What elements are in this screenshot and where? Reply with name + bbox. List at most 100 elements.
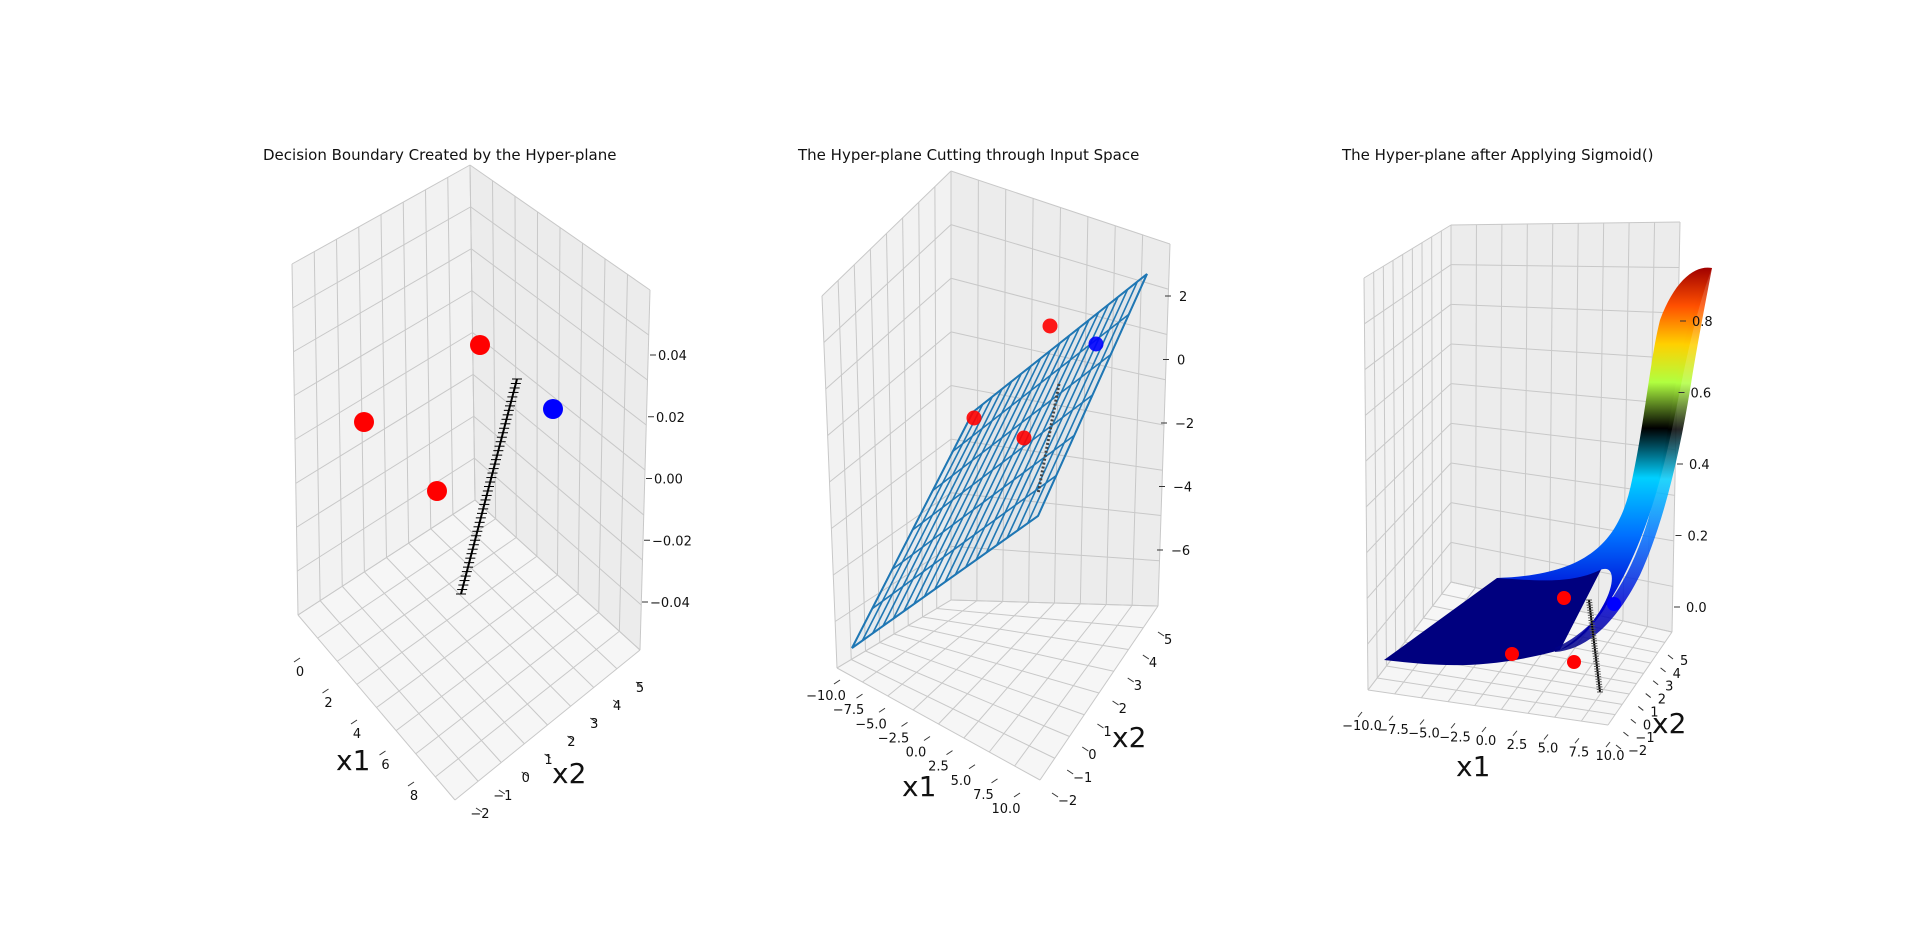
c1-gridline bbox=[474, 457, 642, 606]
c2-gridline bbox=[1039, 605, 1159, 781]
chart2-y-tick-mark bbox=[1082, 746, 1089, 752]
chart2-y-tick-label: 3 bbox=[1134, 679, 1142, 694]
chart2-x-tick-label: −7.5 bbox=[833, 703, 865, 718]
c3-gridline bbox=[1373, 272, 1378, 679]
chart2-x-tick-mark bbox=[946, 750, 953, 756]
chart1-y-tick-mark bbox=[521, 771, 528, 777]
chart1-title: Decision Boundary Created by the Hyper-p… bbox=[263, 146, 617, 164]
c1-gridline bbox=[296, 457, 475, 572]
chart3-x-tick-mark bbox=[1450, 722, 1456, 729]
chart1-y-tick-label: 4 bbox=[613, 699, 621, 714]
chart3-x-tick-mark bbox=[1543, 734, 1549, 740]
chart2-point bbox=[966, 410, 982, 426]
chart3-y-tick-mark bbox=[1637, 706, 1644, 711]
chart2-title: The Hyper-plane Cutting through Input Sp… bbox=[798, 146, 1140, 164]
c2-gridline bbox=[827, 331, 952, 436]
c3-gridline bbox=[1450, 422, 1676, 451]
c2-gridline bbox=[988, 604, 1107, 753]
c3-gridline bbox=[1524, 223, 1528, 599]
chart2-z-tick-label: −4 bbox=[1173, 481, 1192, 496]
chart1-x-tick-mark bbox=[379, 750, 386, 756]
chart3-y-tick-mark bbox=[1652, 680, 1659, 686]
c2-gridline bbox=[912, 601, 1029, 711]
c2-gridline bbox=[950, 277, 1168, 335]
chart1-z-tick-label: −0.04 bbox=[650, 596, 690, 611]
c3-gridline bbox=[1364, 264, 1452, 325]
chart2-y-tick-label: 1 bbox=[1103, 725, 1111, 740]
c3-gridline bbox=[1367, 581, 1452, 691]
c2-gridline bbox=[950, 170, 1171, 245]
chart3-y-tick-label: 4 bbox=[1673, 667, 1681, 682]
chart3-x-tick-label: −2.5 bbox=[1439, 730, 1471, 745]
c3-gridline bbox=[1366, 462, 1452, 554]
c1-gridline bbox=[336, 537, 517, 662]
chart3-point bbox=[1557, 591, 1571, 605]
chart2-wire bbox=[891, 434, 1075, 570]
c3-gridline bbox=[1363, 224, 1452, 279]
chart3-x-tick-label: 10.0 bbox=[1596, 749, 1625, 764]
c1-gridline bbox=[297, 499, 476, 616]
c3-gridline bbox=[1475, 224, 1477, 588]
chart3-y-tick-label: 0 bbox=[1643, 718, 1651, 733]
c2-gridline bbox=[834, 545, 952, 622]
c1-gridline bbox=[291, 164, 471, 265]
chart1-x-axis-label: x1 bbox=[336, 744, 370, 777]
chart2-point bbox=[1016, 430, 1032, 446]
chart2-y-tick-mark bbox=[1097, 723, 1104, 729]
chart1-z-tick-label: 0.02 bbox=[656, 411, 685, 426]
c1-gridline bbox=[471, 290, 647, 426]
chart3-y-tick-label: 2 bbox=[1658, 693, 1666, 708]
chart2-y-tick-label: −2 bbox=[1058, 794, 1077, 809]
c1-gridline bbox=[292, 206, 471, 309]
chart2-wire bbox=[932, 354, 1112, 492]
chart2-x-tick-mark bbox=[991, 778, 998, 784]
c3-gridline bbox=[1431, 236, 1434, 607]
chart1-y-tick-mark bbox=[635, 681, 643, 687]
c2-gridline bbox=[950, 224, 1169, 290]
c1-gridline bbox=[415, 612, 600, 755]
c3-gridline bbox=[1450, 343, 1678, 360]
c1-gridline bbox=[454, 649, 641, 801]
chart2-y-tick-mark bbox=[1112, 700, 1119, 706]
c3-gridline bbox=[1499, 224, 1503, 594]
chart2-wire bbox=[912, 394, 1093, 531]
chart2-boundary-line bbox=[1036, 383, 1061, 495]
chart1-y-tick-label: −2 bbox=[470, 807, 489, 822]
c3-gridline bbox=[1450, 303, 1679, 314]
chart3-z-tick-label: 0.4 bbox=[1689, 458, 1710, 473]
c3-gridline bbox=[1377, 677, 1616, 716]
chart2-z-tick-label: −6 bbox=[1171, 544, 1190, 559]
c1-gridline bbox=[294, 332, 473, 440]
chart3-x-tick-label: −7.5 bbox=[1377, 723, 1409, 738]
c1-gridline bbox=[472, 373, 645, 516]
c3-gridline bbox=[1580, 626, 1648, 722]
chart3-x-tick-mark bbox=[1388, 715, 1394, 722]
chart3-surface-flat bbox=[1384, 470, 1652, 666]
c1-gridline bbox=[376, 574, 558, 708]
chart2-y-tick-label: 2 bbox=[1119, 702, 1127, 717]
chart3-y-tick-label: 5 bbox=[1680, 654, 1688, 669]
c3-gridline bbox=[1450, 221, 1681, 226]
chart3-point bbox=[1567, 655, 1581, 669]
chart2-x-tick-mark bbox=[901, 721, 908, 727]
c2-gridline bbox=[836, 599, 952, 669]
chart2-y-tick-label: 4 bbox=[1149, 656, 1157, 671]
c3-gridline bbox=[1366, 502, 1452, 599]
c1-gridline bbox=[470, 248, 648, 381]
chart2-x-tick-mark bbox=[833, 679, 841, 685]
chart3-y-tick-mark bbox=[1623, 731, 1629, 737]
chart1-x-tick-label: 2 bbox=[324, 696, 332, 711]
c3-gridline bbox=[1367, 542, 1452, 645]
chart2-x-tick-mark bbox=[1013, 792, 1021, 798]
chart1-y-tick-label: 1 bbox=[544, 753, 552, 768]
chart2-point bbox=[1088, 336, 1104, 352]
chart2-z-tick-label: 2 bbox=[1179, 290, 1187, 305]
c1-gridline bbox=[435, 630, 620, 778]
chart3-x-tick-mark bbox=[1512, 730, 1518, 737]
chart3-surface-rise bbox=[1497, 267, 1712, 650]
c3-gridline bbox=[1450, 264, 1680, 269]
c2-gridline bbox=[831, 438, 952, 529]
chart3-y-axis-label: x2 bbox=[1652, 707, 1686, 740]
chart1-x-tick-mark bbox=[407, 781, 415, 787]
